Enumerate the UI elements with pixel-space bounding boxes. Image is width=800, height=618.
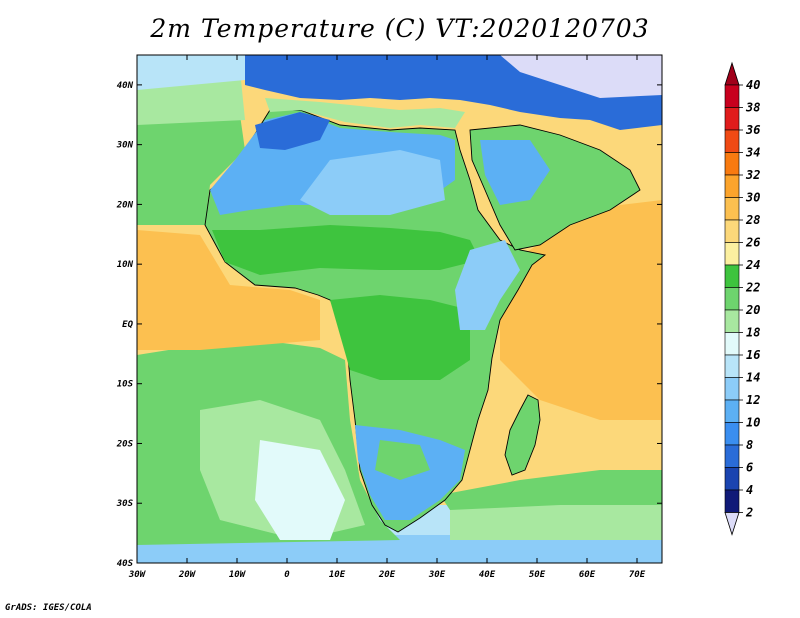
lon-label: 20W <box>178 570 197 580</box>
lat-label: 10N <box>117 260 134 270</box>
lon-label: 50E <box>529 570 546 580</box>
europe-coldest-zone <box>500 55 662 98</box>
colorbar-under-triangle <box>724 512 740 536</box>
lat-label: 40N <box>117 81 134 91</box>
lon-label: 40E <box>479 570 496 580</box>
colorbar-swatch <box>724 287 740 311</box>
colorbar-swatch <box>724 489 740 513</box>
colorbar-label: 20 <box>745 303 760 317</box>
colorbar-label: 2 <box>745 506 753 520</box>
sahel-green <box>212 225 480 275</box>
colorbar-label: 26 <box>745 236 760 250</box>
colorbar-label: 22 <box>745 281 760 295</box>
lat-label: 20S <box>116 439 134 449</box>
colorbar-label: 40 <box>746 78 760 92</box>
map-frame <box>136 54 663 564</box>
arabia-cool-zone <box>480 140 550 205</box>
colorbar-swatch <box>724 444 740 468</box>
lon-label: 30W <box>128 570 147 580</box>
colorbar-label: 30 <box>745 191 760 205</box>
colorbar-swatch <box>724 332 740 356</box>
lat-label: 40S <box>117 559 134 569</box>
colorbar-swatch <box>724 467 740 491</box>
colorbar-swatch <box>724 354 740 378</box>
ocean-north-atlantic-green <box>137 115 245 225</box>
colorbar-label: 4 <box>746 483 753 497</box>
lon-label: 20E <box>378 570 396 580</box>
colorbar-label: 24 <box>745 258 760 272</box>
map-ticks <box>136 55 662 564</box>
lat-label: 30S <box>116 499 134 509</box>
colorbar-label: 34 <box>745 146 760 160</box>
map-title: 2m Temperature (C) VT:2020120703 <box>150 14 650 43</box>
madagascar-land <box>504 394 541 476</box>
colorbar-label: 6 <box>746 461 753 475</box>
credit-text: GrADS: IGES/COLA <box>5 603 92 613</box>
ocean-indian-light <box>450 505 662 540</box>
colorbar-swatch <box>724 129 740 153</box>
colorbar-label: 10 <box>746 416 760 430</box>
colorbar-over-triangle <box>724 61 740 86</box>
ocean-north-atlantic-cyan <box>137 55 260 90</box>
colorbar-label: 8 <box>746 438 753 452</box>
colorbar-swatch <box>724 377 740 401</box>
ocean-tropical-atlantic-warm <box>137 230 320 350</box>
colorbar-label: 28 <box>745 213 760 227</box>
lon-label: 10E <box>329 570 346 580</box>
colorbar-label: 16 <box>746 348 760 362</box>
lon-label: 60E <box>579 570 596 580</box>
colorbar-swatch <box>724 399 740 423</box>
lat-label: 20N <box>116 200 134 210</box>
colorbar-label: 36 <box>745 123 760 137</box>
colorbar <box>724 61 743 536</box>
mediterranean-sea <box>265 98 465 128</box>
lat-label: 30N <box>116 141 134 151</box>
latitude-labels: 40N 30N 20N 10N EQ 10S 20S 30S 40S <box>116 81 134 569</box>
colorbar-label: 38 <box>745 101 760 115</box>
colorbar-swatch <box>724 309 740 333</box>
lon-label: 0 <box>284 570 290 580</box>
colorbar-labels: 40 38 36 34 32 30 28 26 24 22 20 18 16 14 12 10 8 6 4 2 <box>745 78 760 520</box>
map-field <box>137 55 662 563</box>
colorbar-swatch <box>724 152 740 176</box>
colorbar-swatch <box>724 242 740 266</box>
southern-africa-green-patch <box>375 440 430 480</box>
colorbar-swatch <box>724 84 740 108</box>
lon-label: 30E <box>428 570 446 580</box>
colorbar-label: 18 <box>746 326 760 340</box>
lon-label: 70E <box>629 570 646 580</box>
longitude-labels: 30W 20W 10W 0 10E 20E 30E 40E 50E 60E 70E <box>128 570 646 580</box>
colorbar-swatch <box>724 219 740 243</box>
colorbar-swatch <box>724 197 740 221</box>
colorbar-swatch <box>724 107 740 131</box>
lon-label: 10W <box>229 570 247 580</box>
east-africa-highlands <box>455 240 520 330</box>
lat-label: 10S <box>117 380 134 390</box>
lat-label: EQ <box>122 320 133 330</box>
sahara-lighter-zone <box>300 150 445 215</box>
colorbar-swatch <box>724 264 740 288</box>
colorbar-label: 14 <box>746 371 760 385</box>
colorbar-label: 12 <box>746 393 760 407</box>
colorbar-swatch <box>724 422 740 446</box>
colorbar-label: 32 <box>745 168 760 182</box>
ocean-south-atlantic-pale <box>255 440 345 540</box>
atlas-cold-zone <box>255 112 330 150</box>
colorbar-swatch <box>724 174 740 198</box>
central-africa-green <box>330 295 470 380</box>
